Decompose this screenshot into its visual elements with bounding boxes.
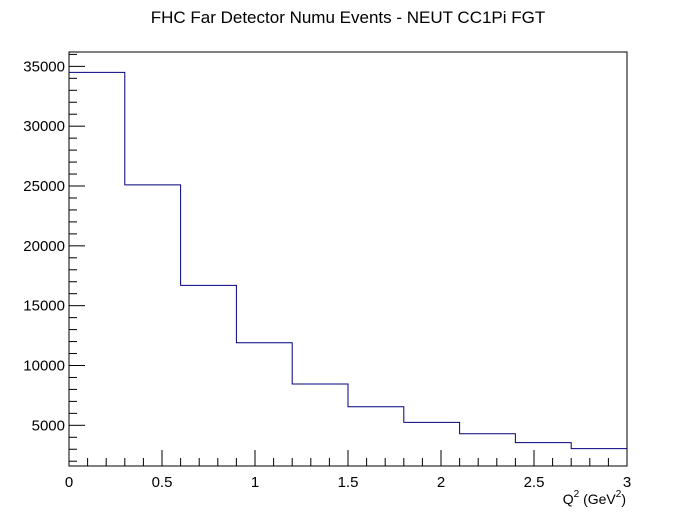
x-tick-label: 0 <box>65 474 73 491</box>
x-tick-label: 2.5 <box>524 474 545 491</box>
x-tick-label: 1 <box>251 474 259 491</box>
x-axis: 0 0.5 1 1.5 2 2.5 3 <box>65 450 631 491</box>
x-tick-label: 0.5 <box>152 474 173 491</box>
chart-title: FHC Far Detector Numu Events - NEUT CC1P… <box>150 8 546 27</box>
y-tick-label: 10000 <box>23 357 65 374</box>
y-tick-label: 30000 <box>23 118 65 135</box>
y-tick-label: 5000 <box>32 417 65 434</box>
x-tick-label: 3 <box>623 474 631 491</box>
y-tick-label: 35000 <box>23 58 65 75</box>
y-tick-label: 25000 <box>23 178 65 195</box>
x-tick-label: 2 <box>437 474 445 491</box>
x-tick-label: 1.5 <box>338 474 359 491</box>
y-axis: 5000 10000 15000 20000 25000 30000 35000 <box>23 53 85 462</box>
y-tick-label: 15000 <box>23 298 65 315</box>
x-axis-label: Q2 (GeV2) <box>563 489 626 507</box>
y-tick-label: 20000 <box>23 238 65 255</box>
histogram-series-line <box>69 71 627 450</box>
